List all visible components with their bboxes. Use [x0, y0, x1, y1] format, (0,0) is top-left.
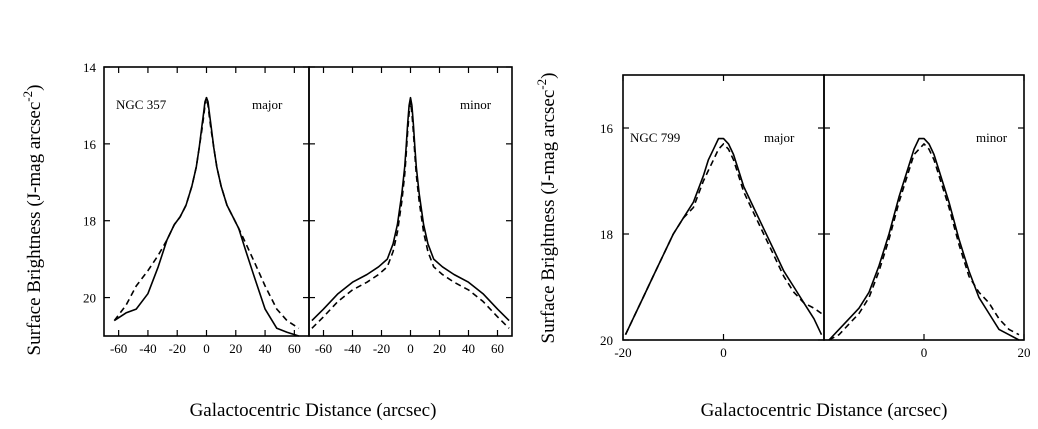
profile-line-dashed	[624, 143, 822, 336]
panel-ngc357-major: NGC 357 major -60 -40 -20 0 20 40 60	[103, 66, 310, 356]
ticks-layer: -60 -40 -20 0 20 40 60	[104, 66, 309, 356]
profile-line-dashed	[311, 100, 510, 329]
y-tick-label: 20	[600, 333, 613, 348]
y-axis-title-ngc799: Surface Brightness (J-mag arcsec-2)	[534, 73, 559, 344]
panel-label-axis: minor	[976, 130, 1008, 145]
x-tick-label: 0	[720, 345, 727, 360]
series-layer	[311, 96, 510, 329]
figure-ngc799: Surface Brightness (J-mag arcsec-2) Gala…	[534, 73, 1031, 421]
x-tick-label: -60	[110, 341, 127, 356]
y-tick-label: 14	[83, 60, 97, 75]
x-tick-label: 0	[203, 341, 210, 356]
profile-line-dashed	[113, 96, 300, 329]
profile-line-dashed	[828, 143, 1020, 341]
y-tick-label: 18	[600, 227, 613, 242]
profile-line-solid	[113, 96, 300, 337]
panel-ngc799-minor: minor 0 20	[823, 74, 1031, 360]
panel-ngc799-major: NGC 799 major -20 0	[614, 74, 825, 360]
panel-label-galaxy: NGC 357	[116, 97, 167, 112]
y-tick-label: 16	[83, 137, 97, 152]
x-tick-label: -40	[344, 341, 361, 356]
x-tick-label: 60	[491, 341, 504, 356]
y-ticks-ngc799: 16 18 20	[600, 121, 614, 348]
y-tick-label: 18	[83, 214, 96, 229]
panel-label-axis: major	[764, 130, 795, 145]
profile-line-solid	[828, 137, 1020, 341]
x-tick-label: 20	[229, 341, 242, 356]
panel-label-axis: minor	[460, 97, 492, 112]
panel-frame	[823, 74, 1025, 341]
panel-label-axis: major	[252, 97, 283, 112]
profile-line-solid	[624, 137, 823, 336]
series-layer	[113, 96, 300, 337]
profile-line-solid	[311, 96, 510, 322]
panel-label-galaxy: NGC 799	[630, 130, 680, 145]
x-tick-label: 60	[288, 341, 301, 356]
figure-ngc357: Surface Brightness (J-mag arcsec-2) Gala…	[20, 60, 513, 421]
panel-ngc357-minor: minor -60 -40 -20 0 20 40 60	[308, 66, 513, 356]
x-tick-label: -20	[169, 341, 186, 356]
x-axis-title-ngc357: Galactocentric Distance (arcsec)	[190, 400, 437, 421]
x-tick-label: 40	[259, 341, 272, 356]
x-tick-label: -20	[614, 345, 631, 360]
x-tick-label: 20	[1018, 345, 1031, 360]
x-tick-label: -40	[139, 341, 156, 356]
y-ticks-ngc357: 14 16 18 20	[83, 60, 97, 306]
y-tick-label: 20	[83, 291, 96, 306]
series-layer	[624, 137, 823, 336]
x-tick-label: 20	[433, 341, 446, 356]
series-layer	[828, 137, 1020, 341]
x-tick-label: -60	[315, 341, 332, 356]
x-axis-title-ngc799: Galactocentric Distance (arcsec)	[701, 400, 948, 421]
ticks-layer: -20 0	[614, 75, 824, 360]
x-tick-label: 40	[462, 341, 475, 356]
ticks-layer: 0 20	[824, 75, 1031, 360]
x-tick-label: -20	[373, 341, 390, 356]
y-axis-title-ngc357: Surface Brightness (J-mag arcsec-2)	[20, 85, 45, 356]
ticks-layer: -60 -40 -20 0 20 40 60	[309, 66, 512, 356]
x-tick-label: 0	[407, 341, 414, 356]
y-tick-label: 16	[600, 121, 614, 136]
x-tick-label: 0	[921, 345, 928, 360]
panel-frame	[622, 74, 825, 341]
